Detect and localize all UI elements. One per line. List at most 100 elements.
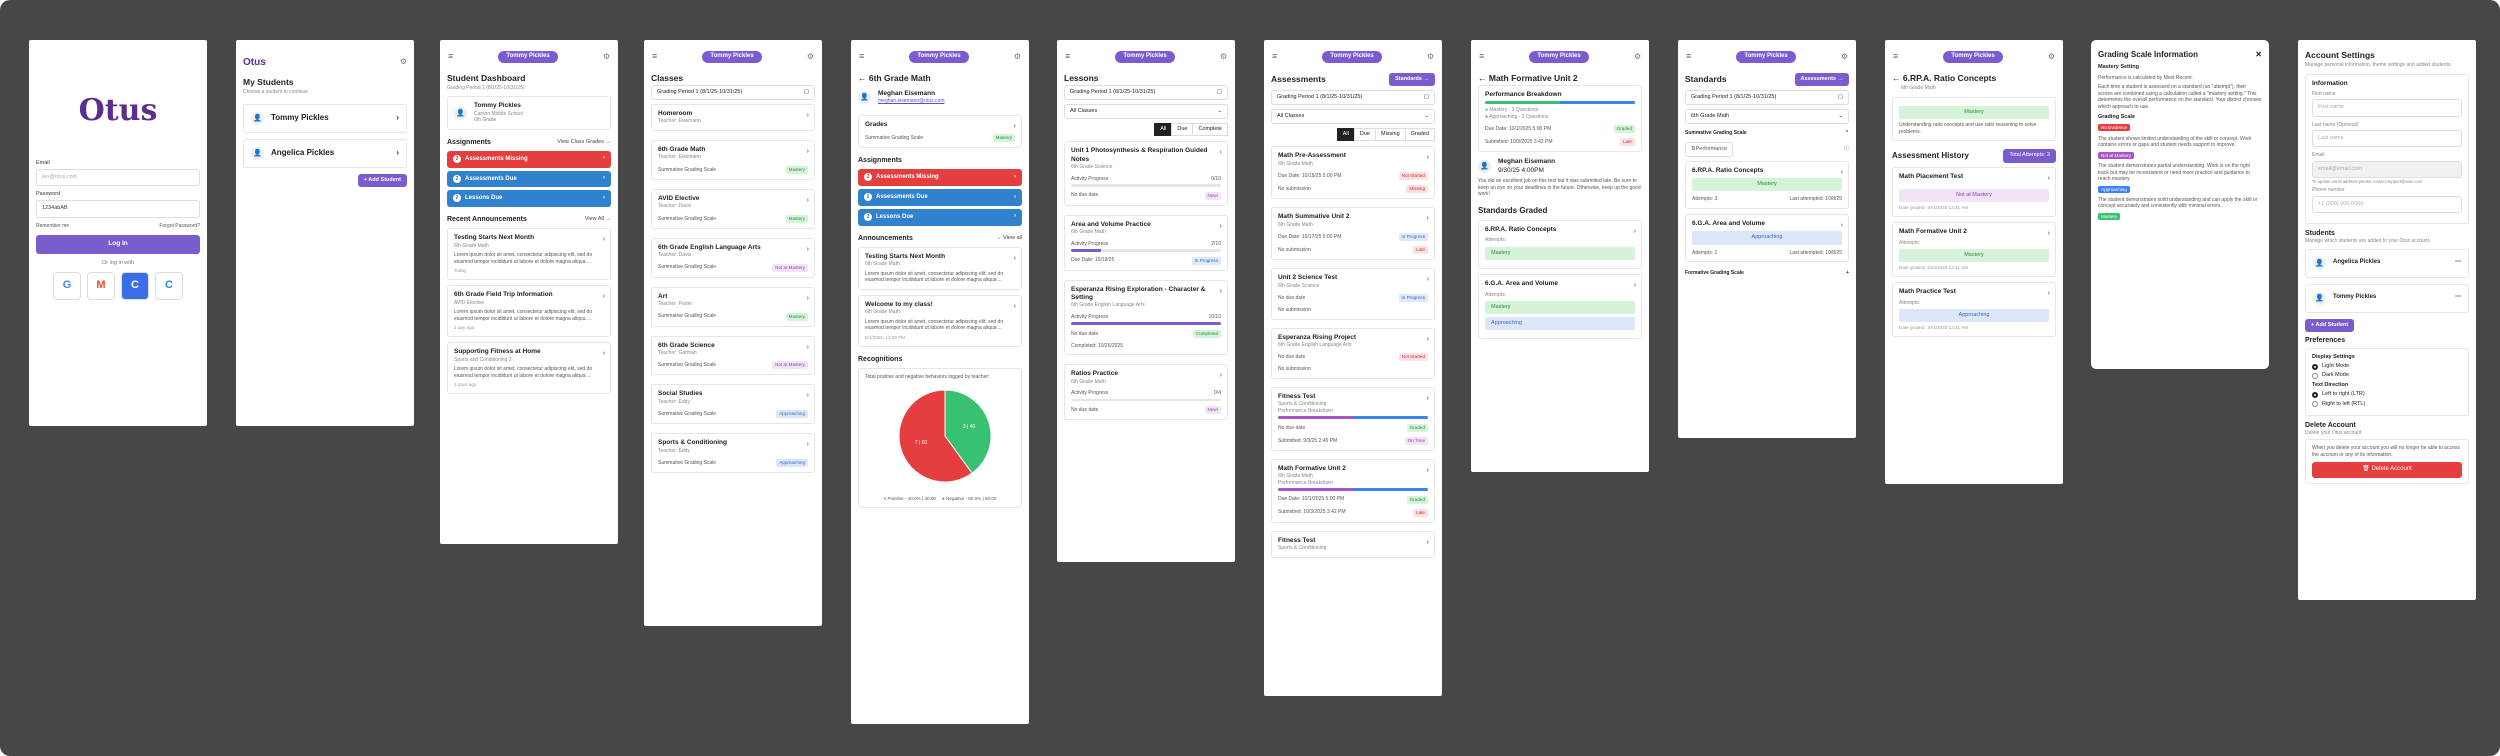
student-card[interactable]: 👤 Tommy Pickles ›: [243, 103, 407, 133]
grades-card[interactable]: Grades › Summative Grading Scale Mastery: [858, 114, 1022, 149]
classlink-sso-icon[interactable]: C: [155, 271, 183, 300]
student-switcher[interactable]: Tommy Pickles: [1736, 51, 1796, 63]
class-card[interactable]: 6th Grade English Language Arts Teacher: …: [651, 237, 815, 278]
more-options-icon[interactable]: ⋯: [2455, 259, 2461, 266]
gear-icon[interactable]: ⚙: [399, 57, 407, 67]
student-switcher[interactable]: Tommy Pickles: [909, 51, 969, 63]
tab-all[interactable]: All: [1154, 123, 1173, 137]
menu-icon[interactable]: ≡: [1686, 51, 1692, 62]
gear-icon[interactable]: ⚙: [1426, 51, 1434, 61]
rtl-radio[interactable]: Right to left (RTL): [2312, 401, 2462, 408]
tab-missing[interactable]: Missing: [1374, 128, 1406, 142]
standard-card[interactable]: 6.G.A. Area and Volume › Attempts: Mastery A…: [1478, 274, 1642, 340]
student-switcher[interactable]: Tommy Pickles: [1529, 51, 1589, 63]
assessment-card[interactable]: Math Summative Unit 2 6th Grade Math › Due …: [1271, 207, 1435, 261]
assessments-missing-button[interactable]: 2 Assessments Missing ›: [858, 169, 1022, 187]
close-icon[interactable]: ✕: [2255, 50, 2262, 59]
class-card[interactable]: 6th Grade Science Teacher: Garman › Summati…: [651, 335, 815, 376]
grading-period-select[interactable]: Grading Period 1 (8/1/25-10/31/25) ▢: [651, 84, 815, 100]
announcement-card[interactable]: Testing Starts Next Month 6th Grade Math L…: [858, 246, 1022, 290]
gear-icon[interactable]: ⚙: [1219, 51, 1227, 61]
assessments-due-button[interactable]: 2 Assessments Due ›: [447, 170, 611, 188]
gear-icon[interactable]: ⚙: [2047, 51, 2055, 61]
assessment-card[interactable]: Fitness Test Sports & Conditioning › Perfor…: [1271, 386, 1435, 451]
class-select[interactable]: 6th Grade Math ⌄: [1685, 109, 1849, 125]
class-card[interactable]: Sports & Conditioning Teacher: Eddy › Summa…: [651, 433, 815, 474]
add-student-button[interactable]: + Add Student: [357, 173, 407, 187]
standard-card[interactable]: 6.RP.A. Ratio Concepts › Attempts: Mastery: [1478, 219, 1642, 270]
class-card[interactable]: Art Teacher: Porter › Summative Grading Sca…: [651, 286, 815, 327]
microsoft-sso-icon[interactable]: M: [87, 271, 115, 300]
assessments-due-button[interactable]: 2 Assessments Due ›: [858, 189, 1022, 206]
password-field[interactable]: 1234abAB: [36, 200, 200, 218]
standard-card[interactable]: 6.RP.A. Ratio Concepts › Mastery Attempts: …: [1685, 160, 1849, 209]
student-switcher[interactable]: Tommy Pickles: [1322, 51, 1382, 63]
menu-icon[interactable]: ≡: [448, 51, 454, 62]
assessment-card[interactable]: Math Formative Unit 2 6th Grade Math › Perf…: [1271, 458, 1435, 523]
student-switcher[interactable]: Tommy Pickles: [1943, 51, 2003, 63]
forgot-password-link[interactable]: Forgot Password?: [159, 222, 200, 229]
grading-period-select[interactable]: Grading Period 1 (8/1/25-10/31/25) ▢: [1271, 89, 1435, 106]
class-card[interactable]: AVID Elective Teacher: Davis › Summative Gr…: [651, 188, 815, 229]
gear-icon[interactable]: ⚙: [1013, 51, 1021, 61]
light-mode-radio[interactable]: Light Mode: [2312, 363, 2462, 370]
info-icon[interactable]: ⓘ: [1843, 146, 1849, 153]
class-select[interactable]: All Classes ⌄: [1271, 109, 1435, 125]
menu-icon[interactable]: ≡: [1272, 51, 1278, 62]
lesson-card[interactable]: Ratios Practice 6th Grade Math › Activity P…: [1064, 364, 1228, 421]
menu-icon[interactable]: ≡: [1479, 51, 1485, 62]
announcement-card[interactable]: Supporting Fitness at Home Sports and Con…: [447, 342, 611, 395]
view-grades-link[interactable]: View Class Grades →: [557, 138, 611, 145]
chevron-up-icon[interactable]: ⌃: [1844, 130, 1849, 137]
student-switcher[interactable]: Tommy Pickles: [498, 51, 558, 63]
remember-checkbox[interactable]: Remember me: [36, 222, 70, 229]
delete-account-button[interactable]: 🗑 Delete Account: [2312, 462, 2462, 479]
google-sso-icon[interactable]: G: [53, 271, 81, 300]
lesson-card[interactable]: Area and Volume Practice 6th Grade Math › A…: [1064, 214, 1228, 271]
student-card[interactable]: 👤 Angelica Pickles ›: [243, 138, 407, 168]
phone-input[interactable]: +1 (000) 000-0000: [2312, 195, 2462, 213]
lessons-due-button[interactable]: 2 Lessons Due ›: [447, 190, 611, 208]
tab-due[interactable]: Due: [1171, 123, 1194, 137]
grading-period-select[interactable]: Grading Period 1 (8/1/25-10/31/25) ▢: [1064, 84, 1228, 100]
class-card[interactable]: Social Studies Teacher: Eddy › Summative Gr…: [651, 384, 815, 425]
assessment-card[interactable]: Esperanza Rising Project 6th Grade Englis…: [1271, 327, 1435, 379]
gear-icon[interactable]: ⚙: [806, 51, 814, 61]
tab-all[interactable]: All: [1336, 128, 1355, 142]
back-link[interactable]: ← Math Formative Unit 2: [1478, 72, 1578, 83]
standard-card[interactable]: 6.G.A. Area and Volume › Approaching Attemp…: [1685, 213, 1849, 263]
gear-icon[interactable]: ⚙: [602, 51, 610, 61]
menu-icon[interactable]: ≡: [652, 51, 658, 62]
tab-graded[interactable]: Graded: [1404, 128, 1435, 142]
first-name-input[interactable]: First name: [2312, 99, 2462, 117]
history-card[interactable]: Math Placement Test › Not at Mastery Date g…: [1892, 166, 2056, 218]
view-all-link[interactable]: View All →: [584, 216, 611, 223]
history-card[interactable]: Math Practice Test › Attempts: Approaching D…: [1892, 282, 2056, 338]
tab-complete[interactable]: Complete: [1192, 123, 1228, 137]
more-options-icon[interactable]: ⋯: [2455, 294, 2461, 301]
ltr-radio[interactable]: Left to right (LTR): [2312, 391, 2462, 398]
assessments-button[interactable]: Assessments →: [1794, 72, 1849, 86]
menu-icon[interactable]: ≡: [1893, 51, 1899, 62]
back-link[interactable]: ← 6.RP.A. Ratio Concepts: [1892, 72, 1997, 83]
clever-sso-icon[interactable]: C: [121, 271, 149, 300]
announcement-card[interactable]: Testing Starts Next Month 6th Grade Math L…: [447, 228, 611, 281]
announcement-card[interactable]: Welcome to my class! 6th Grade Math Lorem …: [858, 294, 1022, 347]
gear-icon[interactable]: ⚙: [1840, 51, 1848, 61]
assessments-missing-button[interactable]: 2 Assessments Missing ›: [447, 150, 611, 168]
view-all-link[interactable]: → View all: [996, 234, 1022, 241]
login-button[interactable]: Log In: [36, 235, 200, 254]
menu-icon[interactable]: ≡: [859, 51, 865, 62]
lesson-card[interactable]: Esperanza Rising Exploration - Character…: [1064, 279, 1228, 356]
class-card[interactable]: Homeroom Teacher: Eisemann ›: [651, 103, 815, 131]
assessment-card[interactable]: Unit 2 Science Test 6th Grade Science › No …: [1271, 268, 1435, 320]
email-field[interactable]: jen@otus.com: [36, 169, 200, 187]
class-select[interactable]: All Classes ⌄: [1064, 103, 1228, 120]
last-name-input[interactable]: Last name: [2312, 130, 2462, 148]
performance-sort[interactable]: ⇅ Performance: [1685, 141, 1734, 157]
menu-icon[interactable]: ≡: [1065, 51, 1071, 62]
class-card[interactable]: 6th Grade Math Teacher: Eisemann › Summativ…: [651, 139, 815, 180]
tab-due[interactable]: Due: [1353, 128, 1376, 142]
lesson-card[interactable]: Unit 1 Photosynthesis & Respiration Guid…: [1064, 141, 1228, 206]
formative-scale-row[interactable]: Formative Grading Scale +: [1685, 270, 1849, 277]
